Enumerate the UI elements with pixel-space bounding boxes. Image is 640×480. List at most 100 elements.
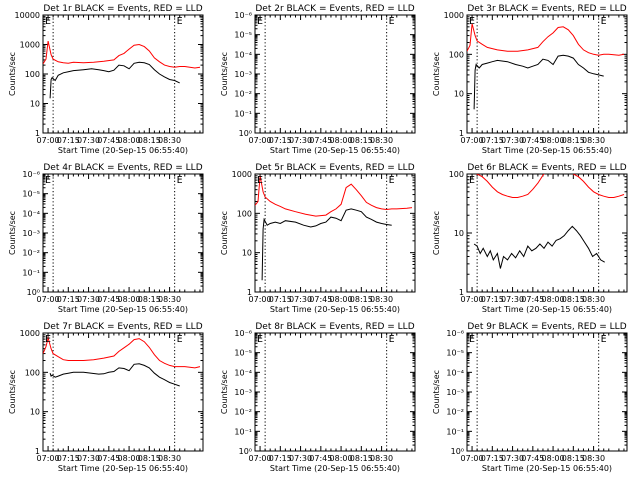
y-tick-label: 1 bbox=[459, 129, 464, 138]
x-tick-label: 07:45 bbox=[309, 136, 332, 145]
x-tick-label: 07:15 bbox=[269, 136, 292, 145]
x-axis-label: Start Time (20-Sep-15 06:55:40) bbox=[270, 464, 400, 473]
y-tick-label: 10⁻⁵ bbox=[22, 190, 40, 199]
y-tick-label: 1000 bbox=[20, 41, 40, 50]
series-line-events bbox=[49, 61, 180, 99]
y-tick-label: 10⁻⁴ bbox=[446, 368, 464, 377]
x-tick-label: 08:15 bbox=[562, 136, 585, 145]
x-tick-label: 07:30 bbox=[501, 454, 524, 463]
y-tick-label: 10⁻⁶ bbox=[22, 170, 40, 179]
y-tick-label: 10⁻⁶ bbox=[234, 329, 252, 338]
marker-label: E bbox=[389, 16, 395, 27]
chart-title: Det 6r BLACK = Events, RED = LLD bbox=[467, 163, 626, 173]
series-line-events bbox=[473, 225, 605, 269]
chart-panel-1: Det 1r BLACK = Events, RED = LLD 1 10 100 10… bbox=[8, 4, 204, 155]
x-tick-label: 07:00 bbox=[249, 295, 272, 304]
chart-title: Det 9r BLACK = Events, RED = LLD bbox=[467, 322, 626, 332]
x-tick-label: 07:00 bbox=[461, 454, 484, 463]
x-tick-label: 08:15 bbox=[138, 295, 161, 304]
chart-panel-6: Det 6r BLACK = Events, RED = LLD 1 10 100 07… bbox=[432, 163, 628, 314]
x-tick-label: 07:45 bbox=[309, 295, 332, 304]
x-tick-label: 08:30 bbox=[370, 295, 393, 304]
y-tick-label: 10 bbox=[30, 100, 40, 109]
x-tick-label: 07:15 bbox=[481, 454, 504, 463]
x-tick-label: 07:00 bbox=[37, 454, 60, 463]
x-tick-label: 07:00 bbox=[37, 136, 60, 145]
y-tick-label: 10⁻³ bbox=[446, 388, 464, 397]
x-tick-label: 07:00 bbox=[249, 136, 272, 145]
chart-panel-4: Det 4r BLACK = Events, RED = LLD 10⁰ 10⁻¹ 1… bbox=[8, 163, 204, 314]
x-tick-label: 07:45 bbox=[97, 136, 120, 145]
series-line-events bbox=[261, 208, 392, 281]
series-line-lld bbox=[475, 174, 625, 198]
marker-label: E bbox=[257, 175, 263, 186]
marker-label: E bbox=[177, 334, 183, 345]
chart-panel-9: Det 9r BLACK = Events, RED = LLD 10⁰ 10⁻¹ 1… bbox=[432, 322, 628, 473]
x-tick-label: 08:00 bbox=[542, 295, 565, 304]
x-tick-label: 07:15 bbox=[269, 295, 292, 304]
x-tick-label: 07:45 bbox=[97, 454, 120, 463]
x-tick-label: 07:45 bbox=[521, 454, 544, 463]
y-axis-label: Counts/sec bbox=[432, 211, 441, 255]
x-tick-label: 08:15 bbox=[562, 454, 585, 463]
y-tick-label: 100 bbox=[449, 170, 464, 179]
y-tick-label: 10⁻¹ bbox=[234, 109, 252, 118]
x-tick-label: 07:30 bbox=[289, 454, 312, 463]
x-tick-label: 08:30 bbox=[158, 136, 181, 145]
x-tick-label: 08:30 bbox=[158, 295, 181, 304]
y-tick-label: 10⁻⁴ bbox=[234, 50, 252, 59]
x-tick-label: 08:30 bbox=[370, 454, 393, 463]
y-tick-label: 10 bbox=[242, 249, 252, 258]
y-tick-label: 1000 bbox=[444, 11, 464, 20]
x-axis-label: Start Time (20-Sep-15 06:55:40) bbox=[58, 464, 188, 473]
y-tick-label: 1 bbox=[247, 288, 252, 297]
y-tick-label: 10⁻⁶ bbox=[234, 11, 252, 20]
plot-frame bbox=[254, 332, 416, 452]
x-tick-label: 07:45 bbox=[521, 136, 544, 145]
y-tick-label: 10⁻¹ bbox=[446, 427, 464, 436]
x-tick-label: 08:00 bbox=[118, 454, 141, 463]
x-tick-label: 08:00 bbox=[330, 295, 353, 304]
marker-label: E bbox=[389, 334, 395, 345]
x-tick-label: 08:00 bbox=[330, 454, 353, 463]
x-tick-label: 08:30 bbox=[370, 136, 393, 145]
chart-panel-3: Det 3r BLACK = Events, RED = LLD 1 10 100 10… bbox=[432, 4, 628, 155]
marker-label: E bbox=[45, 16, 51, 27]
y-tick-label: 10⁻⁵ bbox=[234, 31, 252, 40]
x-tick-label: 07:00 bbox=[37, 295, 60, 304]
chart-title: Det 7r BLACK = Events, RED = LLD bbox=[43, 322, 202, 332]
y-tick-label: 10 bbox=[454, 229, 464, 238]
y-tick-label: 1000 bbox=[20, 329, 40, 338]
y-tick-label: 10⁻⁶ bbox=[446, 329, 464, 338]
series-line-events bbox=[49, 363, 180, 387]
y-tick-label: 10⁻² bbox=[446, 408, 464, 417]
x-tick-label: 07:15 bbox=[481, 136, 504, 145]
marker-label: E bbox=[601, 175, 607, 186]
marker-label: E bbox=[469, 16, 475, 27]
y-tick-label: 10⁻⁴ bbox=[234, 368, 252, 377]
x-axis-label: Start Time (20-Sep-15 06:55:40) bbox=[270, 305, 400, 314]
y-axis-label: Counts/sec bbox=[8, 52, 17, 96]
plot-frame bbox=[466, 14, 628, 134]
marker-label: E bbox=[257, 334, 263, 345]
marker-label: E bbox=[177, 16, 183, 27]
chart-title: Det 3r BLACK = Events, RED = LLD bbox=[467, 4, 626, 14]
y-tick-label: 10⁻⁵ bbox=[234, 349, 252, 358]
y-tick-label: 10⁻² bbox=[234, 90, 252, 99]
x-tick-label: 07:15 bbox=[57, 136, 80, 145]
y-tick-label: 10⁰ bbox=[27, 288, 40, 297]
y-tick-label: 100 bbox=[237, 209, 252, 218]
x-axis-label: Start Time (20-Sep-15 06:55:40) bbox=[482, 464, 612, 473]
x-tick-label: 08:15 bbox=[138, 136, 161, 145]
x-tick-label: 08:15 bbox=[350, 295, 373, 304]
chart-title: Det 4r BLACK = Events, RED = LLD bbox=[43, 163, 202, 173]
plot-frame bbox=[42, 173, 204, 293]
y-tick-label: 10 bbox=[454, 90, 464, 99]
x-tick-label: 08:15 bbox=[562, 295, 585, 304]
x-tick-label: 07:45 bbox=[309, 454, 332, 463]
x-tick-label: 07:30 bbox=[289, 295, 312, 304]
plot-frame bbox=[466, 173, 628, 293]
y-tick-label: 100 bbox=[25, 70, 40, 79]
chart-panel-2: Det 2r BLACK = Events, RED = LLD 10⁰ 10⁻¹ 1… bbox=[220, 4, 416, 155]
y-tick-label: 10⁻⁴ bbox=[22, 209, 40, 218]
